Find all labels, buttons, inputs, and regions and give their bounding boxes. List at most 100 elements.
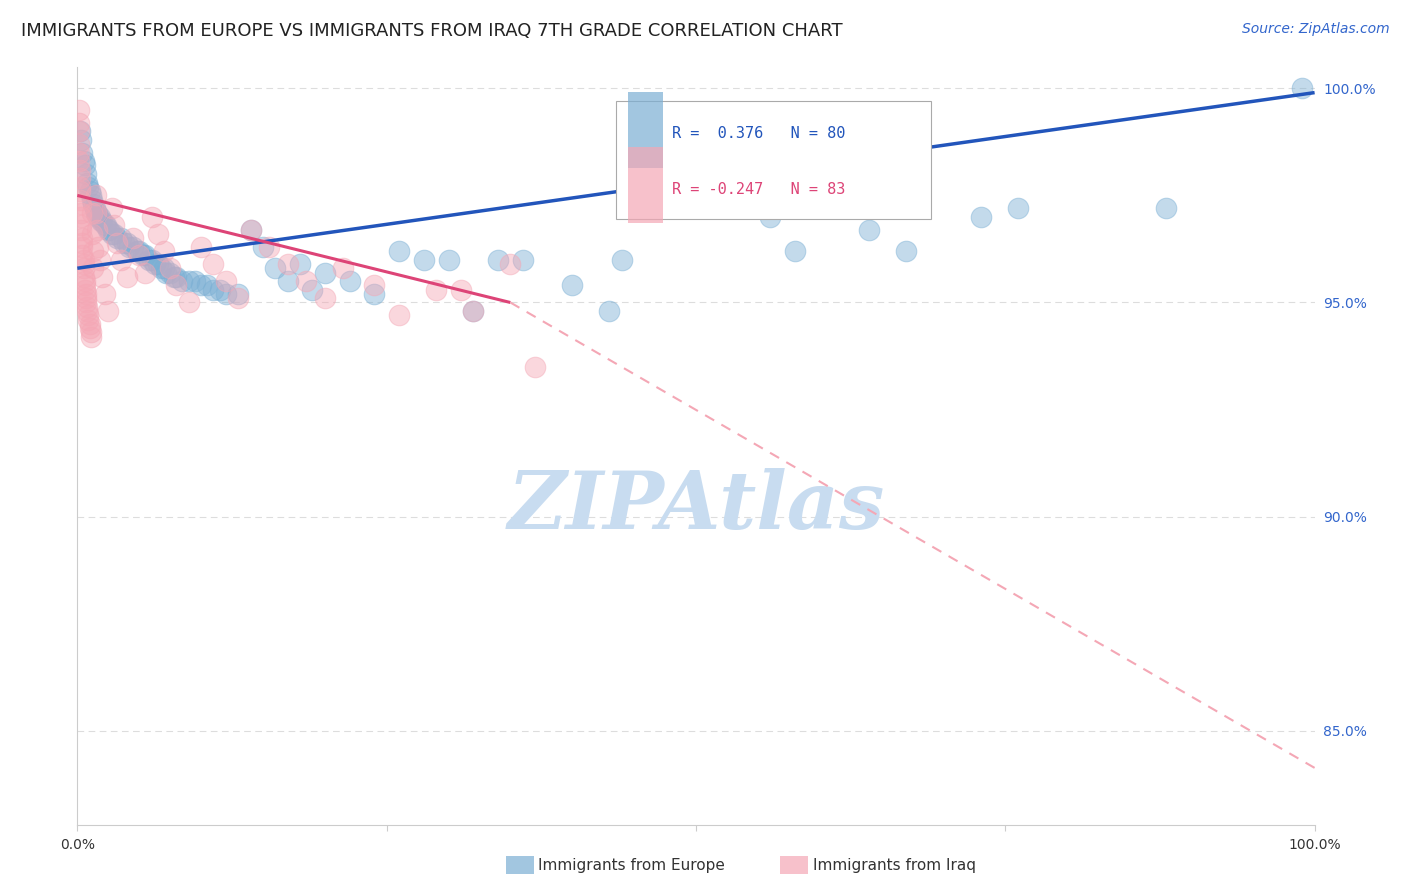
Point [202,257,225,271]
Point [115,235,138,250]
Point [425,283,447,297]
Point [80,188,103,202]
Point [72,252,94,267]
Point [87,240,110,254]
Point [759,210,782,224]
Point [82,197,104,211]
Point [524,359,547,374]
Point [153,261,176,276]
Point [339,274,361,288]
Point [105,231,128,245]
Point [118,240,141,254]
Point [1154,201,1177,215]
Point [75,291,97,305]
Point [72,154,94,169]
Point [277,274,299,288]
Text: IMMIGRANTS FROM EUROPE VS IMMIGRANTS FROM IRAQ 7TH GRADE CORRELATION CHART: IMMIGRANTS FROM EUROPE VS IMMIGRANTS FRO… [21,22,842,40]
FancyBboxPatch shape [628,92,662,168]
Point [277,257,299,271]
Point [75,295,97,310]
Point [450,283,472,297]
Point [70,219,93,233]
Point [93,287,115,301]
Point [77,312,100,326]
Point [75,287,97,301]
Point [70,197,93,211]
Point [134,248,156,262]
Point [239,222,262,236]
Point [77,309,100,323]
Point [252,240,274,254]
Point [69,179,91,194]
Point [87,210,110,224]
Point [73,158,96,172]
Point [89,210,111,224]
Point [72,231,94,245]
Point [239,222,262,236]
Point [110,231,132,245]
Point [896,244,918,258]
Point [69,124,91,138]
Point [79,184,101,198]
Point [150,261,173,276]
Point [70,222,93,236]
Point [610,252,633,267]
Point [69,193,91,207]
Point [105,235,128,250]
Point [77,179,100,194]
FancyBboxPatch shape [616,101,931,219]
Point [159,261,181,276]
Point [93,219,115,233]
Point [969,210,991,224]
Point [301,283,323,297]
Point [122,240,145,254]
Point [86,222,108,236]
Point [226,287,249,301]
Point [132,248,155,262]
Point [165,278,187,293]
Point [141,210,163,224]
Point [332,261,354,276]
Point [314,291,336,305]
Point [91,269,114,284]
Point [288,257,311,271]
Point [177,295,200,310]
Point [80,326,103,340]
Point [128,244,150,258]
Point [163,269,186,284]
Point [70,210,93,224]
Point [67,124,90,138]
Point [72,269,94,284]
Text: R =  0.376   N = 80: R = 0.376 N = 80 [672,127,846,142]
Point [598,304,620,318]
Point [388,309,411,323]
Point [69,162,91,177]
Point [82,193,104,207]
Point [70,133,93,147]
Text: Source: ZipAtlas.com: Source: ZipAtlas.com [1241,22,1389,37]
Point [86,205,108,219]
Point [112,235,135,250]
FancyBboxPatch shape [628,147,662,223]
Point [110,252,132,267]
Point [463,304,485,318]
Point [72,248,94,262]
Point [75,167,97,181]
Point [437,252,460,267]
Text: ZIPAtlas: ZIPAtlas [508,468,884,545]
Point [103,227,125,241]
Point [143,257,166,271]
Point [146,257,169,271]
Point [76,304,98,318]
Point [257,240,280,254]
Point [82,205,104,219]
Point [141,252,163,267]
Point [226,291,249,305]
Point [195,278,218,293]
Point [73,278,96,293]
Point [69,171,91,186]
Point [67,136,90,151]
Text: R = -0.247   N = 83: R = -0.247 N = 83 [672,182,846,196]
Point [94,219,117,233]
Point [89,252,111,267]
